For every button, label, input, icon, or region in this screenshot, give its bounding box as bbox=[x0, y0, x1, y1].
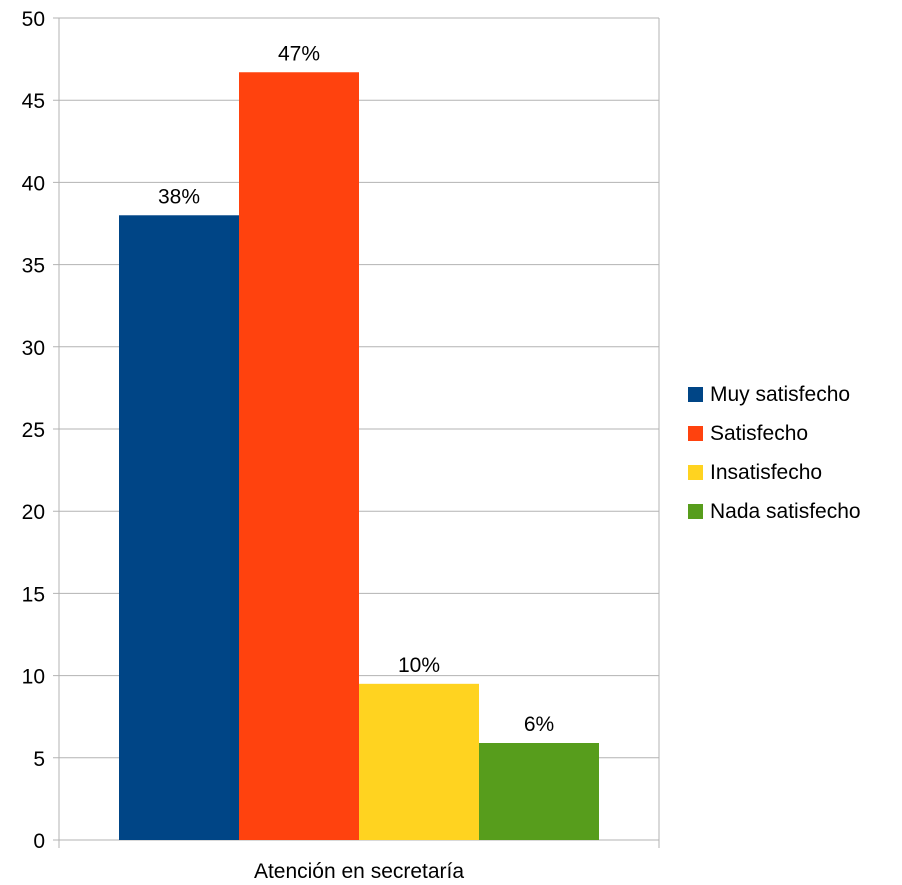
legend-label: Muy satisfecho bbox=[710, 382, 851, 406]
y-tick-label: 40 bbox=[22, 172, 45, 195]
legend-item: Insatisfecho bbox=[688, 453, 902, 492]
data-label: 10% bbox=[398, 654, 440, 677]
legend-label: Nada satisfecho bbox=[710, 499, 861, 523]
y-tick-label: 20 bbox=[22, 501, 45, 524]
y-tick-label: 25 bbox=[22, 419, 45, 442]
bars bbox=[119, 72, 599, 840]
y-tick-label: 10 bbox=[22, 666, 45, 689]
y-tick-label: 30 bbox=[22, 337, 45, 360]
legend-swatch bbox=[688, 426, 703, 441]
bar-nada-satisfecho bbox=[479, 743, 599, 840]
bar-satisfecho bbox=[239, 72, 359, 840]
data-labels: 38% 47% 10% 6% bbox=[158, 42, 554, 736]
legend-label: Insatisfecho bbox=[710, 460, 823, 484]
y-tick-label: 50 bbox=[22, 8, 45, 31]
data-label: 38% bbox=[158, 185, 200, 208]
y-tick-label: 15 bbox=[22, 583, 45, 606]
legend-swatch bbox=[688, 387, 703, 402]
legend-swatch bbox=[688, 465, 703, 480]
y-tick-label: 5 bbox=[33, 748, 45, 771]
legend-item: Muy satisfecho bbox=[688, 375, 902, 414]
y-tick-label: 35 bbox=[22, 255, 45, 278]
x-category-label: Atención en secretaría bbox=[254, 860, 464, 883]
bar-insatisfecho bbox=[359, 683, 479, 840]
legend-item: Satisfecho bbox=[688, 414, 902, 453]
y-tick-label: 45 bbox=[22, 90, 45, 113]
legend-item: Nada satisfecho bbox=[688, 492, 902, 531]
y-axis: 0 5 10 15 20 25 30 35 40 45 50 bbox=[22, 8, 660, 853]
data-label: 47% bbox=[278, 42, 320, 65]
y-tick-label: 0 bbox=[33, 830, 45, 853]
x-axis: Atención en secretaría bbox=[254, 860, 464, 883]
legend-label: Satisfecho bbox=[710, 421, 809, 445]
legend-swatch bbox=[688, 504, 703, 519]
data-label: 6% bbox=[524, 713, 554, 736]
legend: Muy satisfecho Satisfecho Insatisfecho Nada… bbox=[688, 375, 902, 531]
bar-muy-satisfecho bbox=[119, 215, 239, 840]
